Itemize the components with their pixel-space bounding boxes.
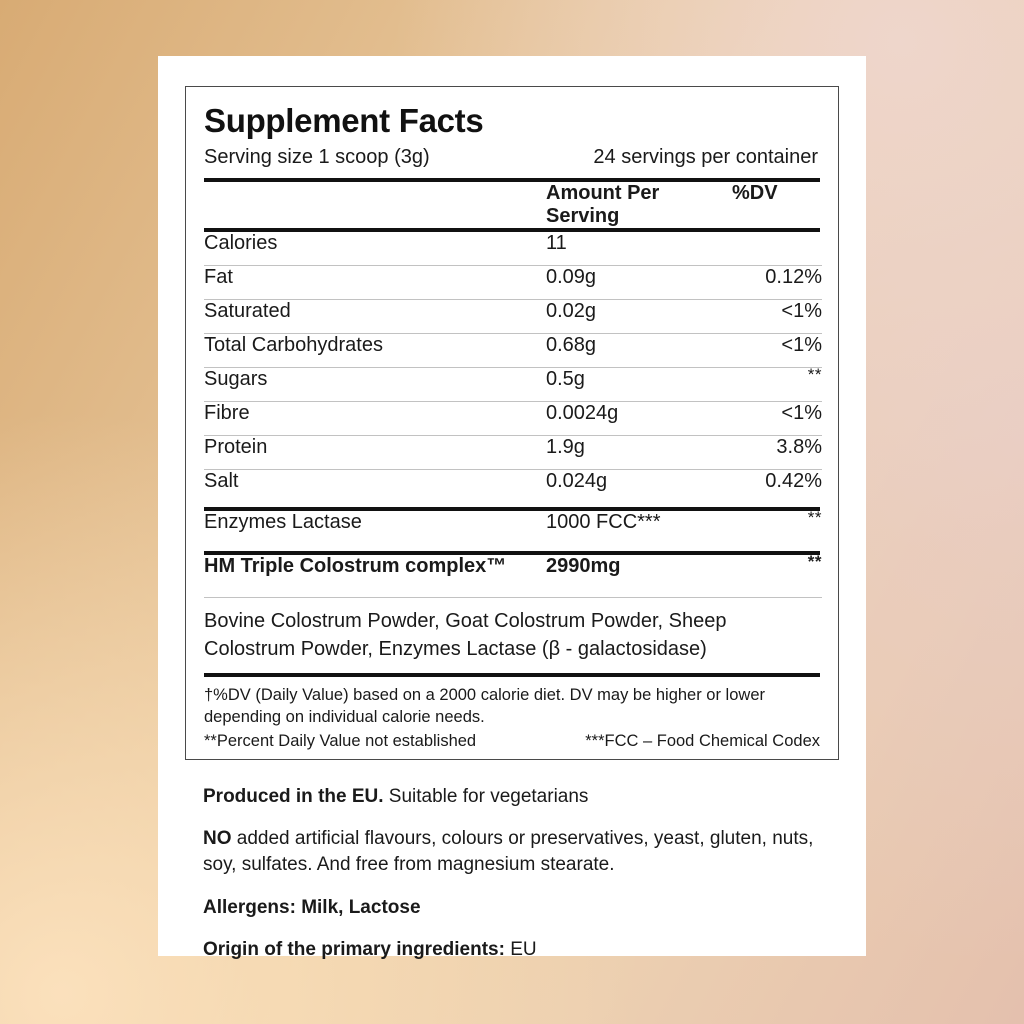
- column-header-amount: Amount Per Serving: [546, 181, 660, 227]
- table-row: Fibre 0.0024g <1%: [204, 401, 822, 436]
- nutrient-name: Saturated: [204, 299, 546, 334]
- allergens-label: Allergens: Milk, Lactose: [203, 896, 421, 918]
- produced-label: Produced in the EU.: [203, 786, 384, 807]
- nutrient-dv: 0.42%: [765, 469, 822, 492]
- nutrient-amount: 0.024g: [546, 469, 608, 492]
- free-from-line: NO added artificial flavours, colours or…: [203, 826, 843, 878]
- table-row: Salt 0.024g 0.42%: [204, 469, 822, 503]
- fcc-note: ***FCC – Food Chemical Codex: [585, 731, 820, 750]
- serving-size: Serving size 1 scoop (3g): [204, 145, 430, 168]
- nutrient-dv: 3.8%: [732, 435, 822, 470]
- nutrient-amount: 0.09g: [546, 265, 732, 300]
- enzyme-amount: 1000 FCC***: [546, 510, 661, 533]
- header-spacer: [204, 182, 546, 228]
- enzyme-table: Enzymes Lactase 1000 FCC*** **: [204, 507, 822, 551]
- complex-amount: 2990mg: [546, 554, 732, 598]
- nutrient-amount: 0.02g: [546, 299, 732, 334]
- table-header-row: Amount Per Serving %DV: [204, 182, 822, 228]
- no-label: NO: [203, 828, 232, 850]
- serving-info: Serving size 1 scoop (3g) 24 servings pe…: [204, 146, 820, 169]
- servings-per-container: 24 servings per container: [593, 145, 818, 168]
- origin-value: EU: [504, 938, 537, 960]
- nutrient-name: Fibre: [204, 401, 546, 436]
- facts-header-table: Amount Per Serving %DV: [204, 182, 822, 228]
- nutrient-name: Calories: [204, 231, 546, 266]
- table-row: Saturated 0.02g <1%: [204, 299, 822, 334]
- nutrient-name: Fat: [204, 265, 546, 300]
- nutrient-name: Total Carbohydrates: [204, 333, 546, 368]
- nutrient-amount: 0.0024g: [546, 401, 732, 436]
- footnotes-block: †%DV (Daily Value) based on a 2000 calor…: [204, 677, 820, 752]
- nutrient-dv: **: [807, 364, 822, 384]
- complex-table: HM Triple Colostrum complex™ 2990mg **: [204, 551, 822, 598]
- table-row: Total Carbohydrates 0.68g <1%: [204, 333, 822, 368]
- complex-dv: **: [807, 551, 822, 571]
- produced-line: Produced in the EU. Suitable for vegetar…: [203, 784, 843, 810]
- nutrient-dv: <1%: [732, 401, 822, 436]
- nutrient-table: Calories 11 Fat 0.09g 0.12% Saturated 0.…: [204, 231, 822, 503]
- table-row: Fat 0.09g 0.12%: [204, 265, 822, 300]
- rule-above-enzymes: [204, 506, 820, 511]
- enzyme-dv: **: [807, 507, 822, 527]
- nutrient-amount: 0.68g: [546, 333, 732, 368]
- claims-block: Produced in the EU. Suitable for vegetar…: [203, 784, 843, 963]
- ingredients-text: Bovine Colostrum Powder, Goat Colostrum …: [204, 609, 727, 661]
- table-row: Sugars 0.5g **: [204, 364, 822, 402]
- table-row: Protein 1.9g 3.8%: [204, 435, 822, 470]
- nutrient-dv: <1%: [732, 299, 822, 334]
- nutrient-dv: 0.12%: [732, 265, 822, 300]
- nutrient-name: Salt: [204, 469, 239, 492]
- table-row: HM Triple Colostrum complex™ 2990mg **: [204, 551, 822, 598]
- nutrient-name: Protein: [204, 435, 546, 470]
- enzyme-name: Enzymes Lactase: [204, 510, 362, 533]
- table-row: Calories 11: [204, 231, 822, 266]
- nutrient-name: Sugars: [204, 367, 546, 402]
- supplement-facts-panel: Supplement Facts Serving size 1 scoop (3…: [185, 86, 839, 760]
- produced-detail: Suitable for vegetarians: [383, 786, 589, 807]
- nutrient-amount: 11: [546, 231, 732, 266]
- rule-above-footnotes: [204, 673, 820, 678]
- column-header-dv: %DV: [732, 181, 778, 204]
- product-label-card: Supplement Facts Serving size 1 scoop (3…: [158, 56, 866, 960]
- complex-name: HM Triple Colostrum complex™: [204, 554, 546, 598]
- rule-above-complex: [204, 550, 820, 555]
- daily-value-note: †%DV (Daily Value) based on a 2000 calor…: [204, 686, 765, 727]
- nutrient-dv: <1%: [732, 333, 822, 368]
- nutrient-amount: 1.9g: [546, 435, 732, 470]
- percent-dv-note: **Percent Daily Value not established: [204, 731, 477, 750]
- free-from-detail: added artificial flavours, colours or pr…: [203, 828, 814, 876]
- origin-line: Origin of the primary ingredients: EU: [203, 937, 843, 963]
- allergens-line: Allergens: Milk, Lactose: [203, 895, 843, 921]
- nutrient-dv: [732, 231, 822, 266]
- table-row: Enzymes Lactase 1000 FCC*** **: [204, 507, 822, 551]
- rule-under-serving: [204, 177, 820, 182]
- page-title: Supplement Facts: [204, 102, 484, 139]
- nutrient-amount: 0.5g: [546, 367, 732, 402]
- rule-under-header: [204, 227, 820, 232]
- origin-label: Origin of the primary ingredients:: [203, 938, 505, 960]
